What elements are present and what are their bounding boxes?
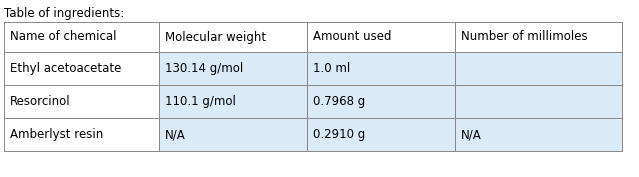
Text: Name of chemical: Name of chemical — [10, 30, 116, 44]
Bar — [455, 22, 622, 52]
Text: Molecular weight: Molecular weight — [165, 30, 266, 44]
Text: Amount used: Amount used — [313, 30, 391, 44]
Text: Resorcinol: Resorcinol — [10, 95, 71, 108]
Text: 0.7968 g: 0.7968 g — [313, 95, 365, 108]
Bar — [158, 22, 307, 52]
Bar — [158, 52, 307, 85]
Bar — [4, 52, 158, 85]
Text: 1.0 ml: 1.0 ml — [313, 62, 350, 75]
Bar — [455, 52, 622, 85]
Bar — [307, 85, 455, 118]
Text: Number of millimoles: Number of millimoles — [461, 30, 588, 44]
Text: 110.1 g/mol: 110.1 g/mol — [165, 95, 235, 108]
Text: 130.14 g/mol: 130.14 g/mol — [165, 62, 243, 75]
Bar — [158, 85, 307, 118]
Bar — [455, 85, 622, 118]
Bar — [4, 85, 158, 118]
Bar — [4, 22, 158, 52]
Text: 0.2910 g: 0.2910 g — [313, 128, 365, 141]
Text: N/A: N/A — [165, 128, 185, 141]
Bar — [307, 118, 455, 151]
Text: N/A: N/A — [461, 128, 482, 141]
Text: Ethyl acetoacetate: Ethyl acetoacetate — [10, 62, 121, 75]
Bar — [4, 118, 158, 151]
Bar — [158, 118, 307, 151]
Bar — [455, 118, 622, 151]
Text: Table of ingredients:: Table of ingredients: — [4, 7, 124, 19]
Bar — [307, 52, 455, 85]
Bar — [307, 22, 455, 52]
Text: Amberlyst resin: Amberlyst resin — [10, 128, 104, 141]
